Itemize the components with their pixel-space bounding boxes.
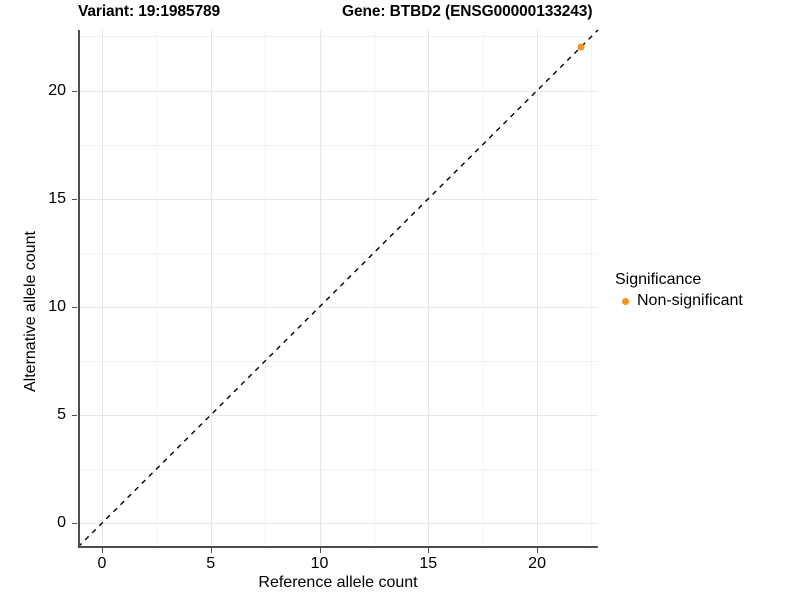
gridline-major-vertical [101, 30, 103, 547]
legend: Significance Non-significant [615, 271, 743, 311]
x-tick-label: 10 [310, 555, 329, 572]
y-tick-label: 20 [48, 81, 66, 99]
x-tick-mark [210, 548, 212, 553]
x-tick-label: 20 [528, 555, 546, 572]
y-tick-mark [72, 90, 77, 92]
gridline-major-vertical [319, 30, 321, 547]
gridline-minor-horizontal [78, 469, 598, 471]
legend-item-label: Non-significant [637, 292, 743, 309]
plot-panel [78, 30, 598, 547]
legend-title: Significance [615, 271, 702, 288]
y-axis-title-wrap: Alternative allele count [18, 30, 44, 547]
chart-subtitle: Gene: BTBD2 (ENSG00000133243) [342, 3, 593, 20]
y-tick-mark [72, 523, 77, 525]
y-tick-mark [72, 415, 77, 417]
gridline-major-horizontal [78, 415, 598, 417]
y-tick-label: 15 [48, 189, 66, 207]
y-tick-label: 5 [57, 406, 66, 424]
y-tick-label: 10 [48, 297, 66, 315]
x-tick-label: 15 [419, 555, 438, 572]
y-axis-title: Alternative allele count [22, 231, 39, 392]
gridline-minor-horizontal [78, 252, 598, 254]
y-axis-line [78, 30, 80, 548]
x-axis-line [78, 546, 598, 548]
gridline-major-vertical [210, 30, 212, 547]
y-tick-mark [72, 306, 77, 308]
x-tick-mark [101, 548, 103, 553]
gridline-major-horizontal [78, 523, 598, 525]
x-axis-title: Reference allele count [258, 574, 418, 591]
y-tick-label: 0 [57, 514, 66, 532]
chart-title: Variant: 19:1985789 [78, 3, 221, 20]
x-tick-mark [428, 548, 430, 553]
x-tick-mark [537, 548, 539, 553]
gridline-minor-horizontal [78, 360, 598, 362]
circle-marker-icon [615, 291, 635, 311]
legend-entries: Non-significant [615, 291, 743, 311]
gridline-major-horizontal [78, 306, 598, 308]
legend-item[interactable]: Non-significant [615, 291, 743, 311]
x-tick-mark [319, 548, 321, 553]
y-tick-mark [72, 198, 77, 200]
x-tick-label: 5 [206, 555, 216, 572]
gridline-major-horizontal [78, 198, 598, 200]
gridline-major-horizontal [78, 90, 598, 92]
gridline-minor-horizontal [78, 144, 598, 146]
data-point[interactable] [577, 43, 585, 51]
gridline-major-vertical [428, 30, 430, 547]
gridline-minor-horizontal [78, 36, 598, 38]
gridline-major-vertical [537, 30, 539, 547]
x-tick-label: 0 [97, 555, 107, 572]
